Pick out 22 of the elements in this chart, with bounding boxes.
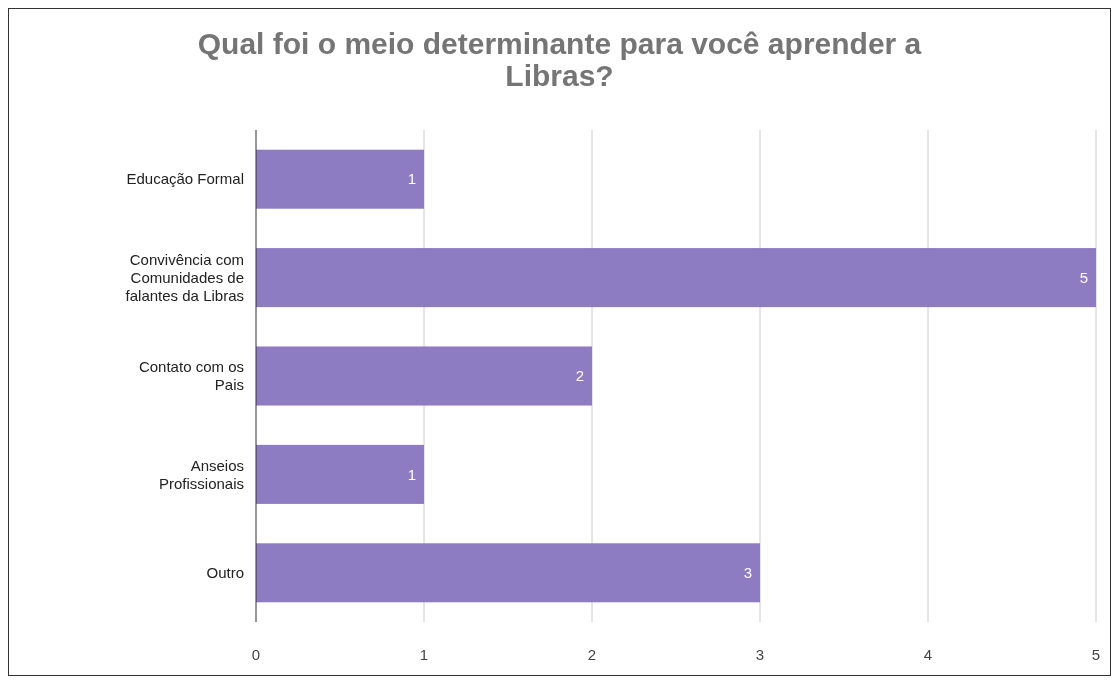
data-label: 1 — [407, 465, 416, 483]
bar — [256, 444, 424, 504]
x-tick-label: 5 — [1091, 646, 1101, 663]
bar — [256, 543, 760, 603]
x-tick-label: 4 — [923, 646, 933, 663]
data-label: 1 — [407, 170, 416, 188]
x-tick-label: 1 — [419, 646, 429, 663]
data-label: 3 — [743, 564, 752, 582]
y-tick-label: Outro — [206, 564, 244, 582]
chart-title: Qual foi o meio determinante para você aprender a Libras? — [197, 27, 922, 92]
y-tick-label: Convivência com Comunidades de falantes da Libras — [125, 250, 244, 304]
bar — [256, 149, 424, 209]
data-label: 5 — [1079, 268, 1088, 286]
x-tick-label: 3 — [755, 646, 765, 663]
x-tick-label: 2 — [587, 646, 597, 663]
bar — [256, 248, 1096, 308]
x-tick-label: 0 — [251, 646, 261, 663]
y-tick-label: Anseios Profissionais — [158, 456, 244, 492]
data-label: 2 — [575, 367, 584, 385]
y-tick-label: Contato com os Pais — [138, 358, 244, 394]
y-tick-label: Educação Formal — [126, 170, 244, 188]
bar — [256, 346, 592, 406]
